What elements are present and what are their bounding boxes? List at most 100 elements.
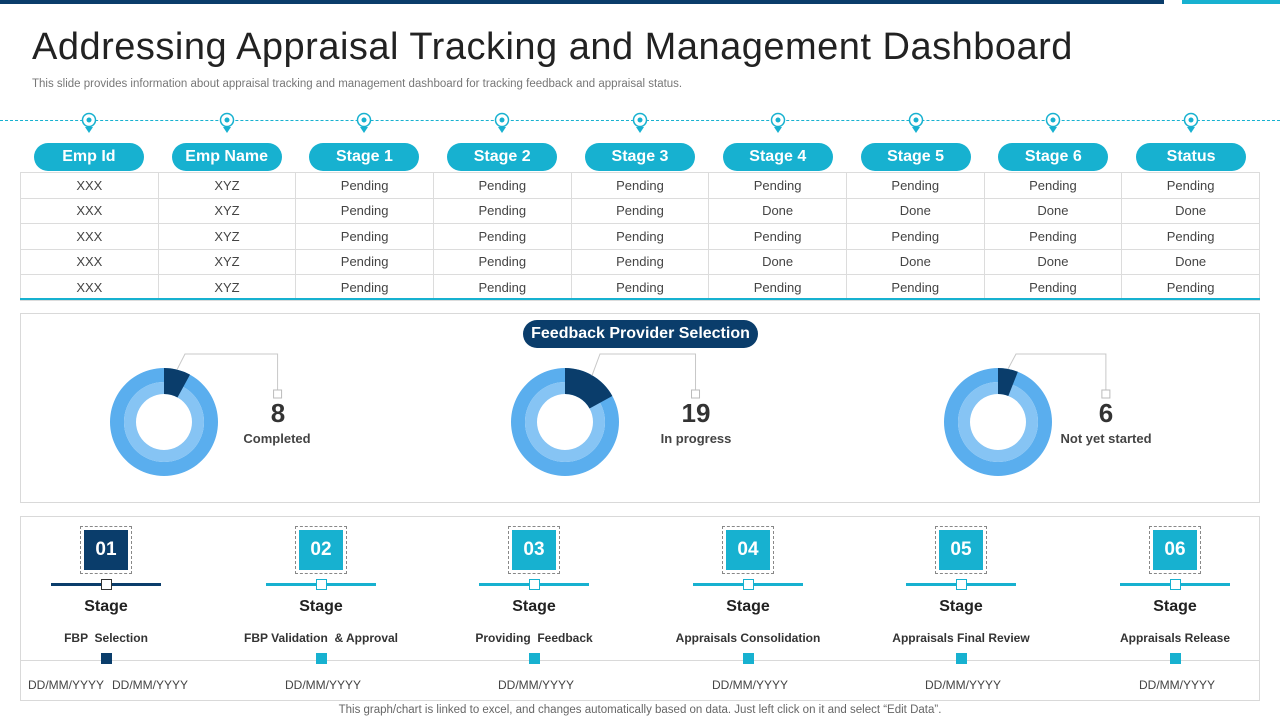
- location-pin-icon: [81, 112, 97, 133]
- location-pin-icon: [908, 112, 923, 133]
- table-cell: Pending: [432, 223, 572, 250]
- stage-marker: [956, 653, 967, 664]
- donut-count: 8: [270, 398, 286, 428]
- stage-word: Stage: [939, 598, 983, 615]
- table-cell: Pending: [1121, 274, 1260, 301]
- donut-slice: [565, 368, 613, 409]
- table-cell: Pending: [295, 248, 434, 275]
- stage-name: FBP Validation & Approval: [243, 631, 399, 645]
- stage-node: [956, 579, 967, 590]
- table-cell: Pending: [845, 274, 985, 301]
- table-cell: Pending: [295, 223, 434, 250]
- table-cell: XYZ: [157, 274, 297, 301]
- table-cell: XXX: [20, 197, 159, 224]
- stage-name: FBP Selection: [64, 631, 148, 645]
- donut-connector: [592, 353, 701, 399]
- table-cell: Pending: [570, 223, 710, 250]
- stages-panel: [20, 516, 1260, 701]
- table-row: XXX XYZ Pending Pending Pending Pending Pendin…: [20, 274, 1260, 301]
- table-row: XXX XYZ Pending Pending Pending Done Done Done D…: [20, 248, 1260, 275]
- donut-label: In progress: [660, 431, 732, 446]
- stage-marker: [743, 653, 754, 664]
- table-cell: Done: [1121, 197, 1260, 224]
- table-cell: Done: [708, 248, 847, 275]
- donut-chart: [511, 368, 620, 476]
- stage-word: Stage: [726, 598, 770, 615]
- stage-date: DD/MM/YYYY: [28, 678, 105, 692]
- table-cell: Pending: [1121, 223, 1260, 250]
- table-cell: Pending: [295, 172, 434, 199]
- table-cell: Pending: [845, 172, 985, 199]
- table-cell: Pending: [570, 197, 710, 224]
- location-pin-icon: [494, 112, 510, 133]
- donut-label: Not yet started: [1060, 431, 1152, 446]
- feedback-panel: [20, 313, 1260, 503]
- table-cell: XXX: [20, 274, 159, 301]
- table-cell: Pending: [432, 248, 572, 275]
- stage-node: [1170, 579, 1181, 590]
- page-title: Addressing Appraisal Tracking and Manage…: [32, 26, 1073, 68]
- table-cell: XYZ: [157, 223, 297, 250]
- stage-node: [529, 579, 540, 590]
- column-header: Stage 2: [447, 143, 558, 171]
- donut-connector: [1007, 353, 1111, 399]
- table-row: XXX XYZ Pending Pending Pending Done Done Done D…: [20, 197, 1260, 224]
- table-cell: Pending: [708, 223, 847, 250]
- stage-date: DD/MM/YYYY: [498, 678, 575, 692]
- table-cell: Pending: [295, 197, 434, 224]
- location-pin-icon: [1046, 112, 1061, 133]
- donut-slice: [164, 368, 191, 398]
- location-pin-icon: [632, 112, 648, 133]
- table-cell: Pending: [983, 172, 1123, 199]
- stage-number: 04: [722, 526, 774, 574]
- donut-ring-inner: [957, 382, 1038, 462]
- table-cell: Done: [845, 248, 985, 275]
- table-cell: Pending: [432, 172, 572, 199]
- donut-slice: [998, 368, 1018, 396]
- table-cell: Done: [708, 197, 847, 224]
- table-cell: Pending: [295, 274, 434, 301]
- table-cell: Pending: [570, 172, 710, 199]
- location-pin-icon: [357, 112, 372, 133]
- stage-number: 03: [508, 526, 560, 574]
- stage-date: DD/MM/YYYY: [712, 678, 789, 692]
- column-header: Stage 6: [998, 143, 1109, 171]
- column-header: Stage 1: [309, 143, 420, 171]
- donut-count: 6: [1098, 398, 1114, 428]
- table-cell: XYZ: [157, 172, 297, 199]
- stage-name: Appraisals Final Review: [892, 631, 1030, 645]
- stages-divider: [20, 660, 1260, 661]
- table-cell: Pending: [845, 223, 985, 250]
- table-row: XXX XYZ Pending Pending Pending Pending Pendin…: [20, 223, 1260, 250]
- top-accent-bar: [0, 0, 1164, 4]
- stage-node: [101, 579, 112, 590]
- table-bottom-line: [20, 298, 1260, 300]
- column-header: Status: [1136, 143, 1247, 171]
- table-cell: Pending: [708, 274, 847, 301]
- stage-number: 01: [80, 526, 132, 574]
- donut-connector: [176, 353, 283, 399]
- table-cell: Pending: [983, 223, 1123, 250]
- table-cell: Pending: [570, 274, 710, 301]
- location-pin-icon: [219, 112, 234, 133]
- table-cell: XXX: [20, 248, 159, 275]
- stage-word: Stage: [299, 598, 343, 615]
- stage-marker: [316, 653, 327, 664]
- appraisal-table: XXX XYZ Pending Pending Pending Pending Pendin…: [20, 172, 1260, 301]
- table-cell: XYZ: [157, 248, 297, 275]
- column-header: Stage 5: [860, 143, 971, 171]
- column-header: Emp Name: [171, 143, 282, 171]
- donut-chart: [944, 368, 1053, 476]
- column-header: Stage 4: [722, 143, 833, 171]
- donut-ring-inner: [123, 382, 204, 462]
- table-cell: Done: [845, 197, 985, 224]
- table-row: XXX XYZ Pending Pending Pending Pending Pendin…: [20, 172, 1260, 199]
- footer-note: This graph/chart is linked to excel, and…: [338, 704, 942, 716]
- feedback-title-pill: Feedback Provider Selection: [523, 320, 758, 348]
- table-cell: XXX: [20, 172, 159, 199]
- stage-word: Stage: [512, 598, 556, 615]
- top-accent-bar-right: [1182, 0, 1280, 4]
- table-cell: Pending: [983, 274, 1123, 301]
- stage-marker: [529, 653, 540, 664]
